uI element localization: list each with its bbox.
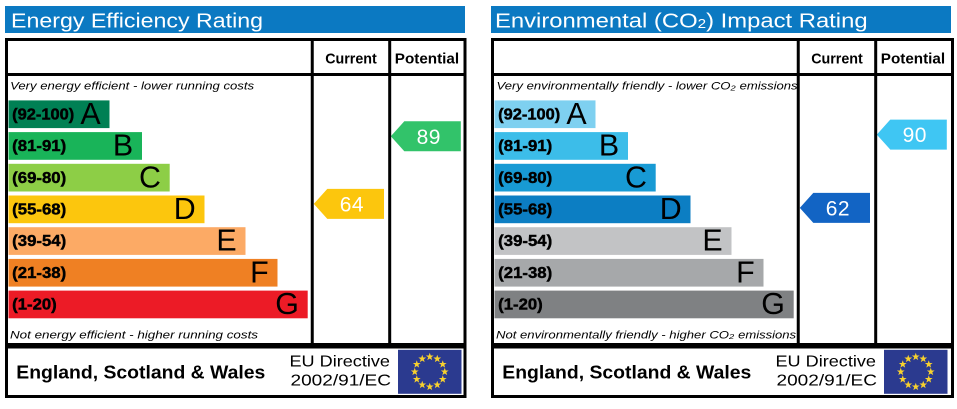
- svg-text:G: G: [275, 287, 299, 321]
- svg-text:England, Scotland & Wales: England, Scotland & Wales: [16, 363, 265, 384]
- svg-text:emissions: emissions: [738, 330, 797, 342]
- svg-text:(81-91): (81-91): [12, 138, 66, 155]
- svg-text:(1-20): (1-20): [498, 297, 543, 314]
- svg-text:64: 64: [340, 193, 364, 216]
- svg-text:Not environmentally friendly -: Not environmentally friendly - higher CO: [496, 330, 729, 342]
- svg-text:Current: Current: [811, 51, 863, 68]
- svg-text:F: F: [250, 255, 269, 289]
- svg-text:Not energy efficient - higher: Not energy efficient - higher running co…: [10, 330, 259, 342]
- svg-text:2: 2: [729, 83, 736, 92]
- svg-text:) Impact Rating: ) Impact Rating: [706, 10, 868, 32]
- svg-text:B: B: [599, 129, 619, 163]
- svg-text:2002/91/EC: 2002/91/EC: [777, 372, 878, 390]
- svg-text:C: C: [625, 160, 647, 194]
- svg-text:A: A: [80, 97, 101, 131]
- svg-text:2002/91/EC: 2002/91/EC: [291, 372, 392, 390]
- svg-text:E: E: [216, 224, 236, 258]
- svg-text:F: F: [736, 255, 755, 289]
- svg-text:Potential: Potential: [881, 51, 945, 68]
- svg-text:Potential: Potential: [395, 51, 459, 68]
- svg-text:EU Directive: EU Directive: [776, 352, 877, 370]
- svg-text:89: 89: [417, 126, 441, 149]
- svg-text:(1-20): (1-20): [12, 297, 57, 314]
- svg-text:E: E: [702, 224, 722, 258]
- svg-text:(81-91): (81-91): [498, 138, 552, 155]
- svg-text:Very environmentally friendly: Very environmentally friendly - lower CO: [497, 81, 731, 93]
- svg-text:2: 2: [728, 332, 735, 341]
- svg-text:(39-54): (39-54): [498, 233, 552, 250]
- svg-text:Energy Efficiency Rating: Energy Efficiency Rating: [11, 10, 263, 32]
- svg-text:(69-80): (69-80): [498, 170, 552, 187]
- svg-text:England, Scotland & Wales: England, Scotland & Wales: [502, 363, 751, 384]
- svg-text:Environmental (CO: Environmental (CO: [495, 10, 698, 32]
- svg-text:B: B: [113, 129, 133, 163]
- svg-text:Current: Current: [325, 51, 377, 68]
- svg-text:(92-100): (92-100): [498, 106, 560, 123]
- svg-text:(55-68): (55-68): [498, 202, 552, 219]
- svg-text:(21-38): (21-38): [12, 265, 66, 282]
- svg-text:emissions: emissions: [740, 81, 799, 93]
- svg-text:D: D: [174, 192, 196, 226]
- svg-text:62: 62: [826, 197, 850, 220]
- svg-text:2: 2: [698, 16, 706, 31]
- svg-text:Very energy efficient - lower: Very energy efficient - lower running co…: [10, 81, 255, 93]
- svg-text:(21-38): (21-38): [498, 265, 552, 282]
- svg-text:(39-54): (39-54): [12, 233, 66, 250]
- svg-text:(55-68): (55-68): [12, 202, 66, 219]
- svg-text:(69-80): (69-80): [12, 170, 66, 187]
- svg-text:A: A: [566, 97, 587, 131]
- svg-text:C: C: [139, 160, 161, 194]
- svg-text:(92-100): (92-100): [12, 106, 74, 123]
- svg-text:D: D: [660, 192, 682, 226]
- svg-text:90: 90: [903, 124, 927, 147]
- svg-text:EU Directive: EU Directive: [290, 352, 391, 370]
- svg-text:G: G: [761, 287, 785, 321]
